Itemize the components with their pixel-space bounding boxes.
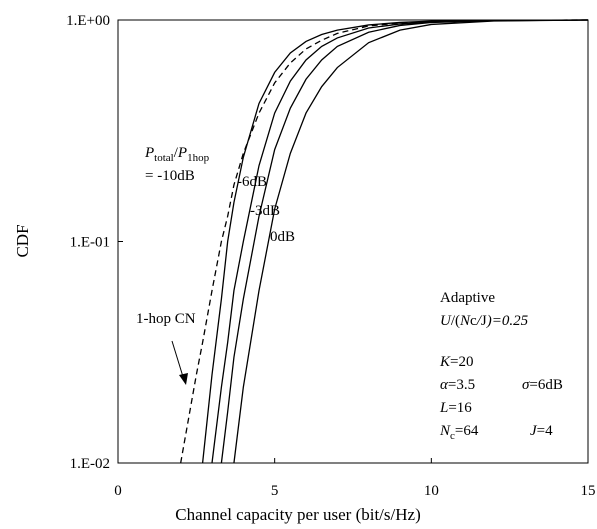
- annotation-part: =20: [450, 354, 473, 370]
- annotation-part: P: [177, 145, 187, 161]
- annotation: -6dB: [237, 174, 267, 190]
- annotation-part: =16: [448, 400, 472, 416]
- plot-frame: [117, 19, 589, 464]
- annotation: Nc=64: [439, 423, 479, 442]
- annotation-part: 1hop: [187, 152, 210, 164]
- series-line: [233, 19, 589, 464]
- annotation-part: N: [459, 313, 471, 329]
- annotation: α=3.5: [440, 377, 475, 393]
- x-tick-label: 10: [424, 483, 439, 499]
- annotation: 1-hop CN: [136, 311, 196, 327]
- annotation-part: L: [439, 400, 448, 416]
- annotation: = -10dB: [145, 168, 195, 184]
- annotation-part: α: [440, 377, 449, 393]
- annotation-part: J: [530, 423, 538, 439]
- annotation-part: /(: [451, 313, 460, 329]
- annotation-part: /: [174, 145, 179, 161]
- annotation-part: N: [439, 423, 451, 439]
- arrow-head: [179, 373, 188, 385]
- annotation-part: =4: [537, 423, 553, 439]
- annotation-part: 0dB: [270, 229, 295, 245]
- series-line: [201, 19, 589, 464]
- x-tick-label: 0: [114, 483, 122, 499]
- series-line: [211, 19, 589, 464]
- annotation-part: P: [144, 145, 154, 161]
- annotation: Adaptive: [440, 290, 495, 306]
- annotation: 0dB: [270, 229, 295, 245]
- annotation-part: 1-hop CN: [136, 311, 196, 327]
- annotation-part: c: [450, 430, 455, 442]
- annotation-part: total: [154, 152, 174, 164]
- y-axis-label: CDF: [13, 224, 32, 257]
- annotation-part: =3.5: [448, 377, 475, 393]
- annotation-part: /: [476, 313, 483, 329]
- annotation-part: K: [439, 354, 451, 370]
- annotation-part: -6dB: [237, 174, 267, 190]
- y-tick-label: 1.E-01: [70, 235, 110, 251]
- x-axis-label: Channel capacity per user (bit/s/Hz): [175, 505, 420, 524]
- annotation-part: =6dB: [529, 377, 562, 393]
- y-tick-label: 1.E-02: [70, 456, 110, 472]
- annotation-part: σ: [522, 377, 530, 393]
- annotation-part: c: [470, 313, 477, 329]
- annotation-part: U: [440, 313, 452, 329]
- x-tick-label: 15: [581, 483, 596, 499]
- annotation-part: -3dB: [250, 203, 280, 219]
- annotation: U/(Nc/J)=0.25: [440, 313, 529, 329]
- annotation: σ=6dB: [522, 377, 563, 393]
- series-line: [180, 19, 589, 464]
- x-tick-label: 5: [271, 483, 279, 499]
- annotation: -3dB: [250, 203, 280, 219]
- annotation: K=20: [439, 354, 473, 370]
- annotation-part: = -10dB: [145, 168, 195, 184]
- arrow-line: [171, 340, 185, 381]
- annotation: J=4: [530, 423, 553, 439]
- annotation-part: Adaptive: [440, 290, 495, 306]
- annotation-part: )=0.25: [486, 313, 529, 329]
- annotation-part: =64: [455, 423, 479, 439]
- series-line: [220, 19, 589, 464]
- y-tick-label: 1.E+00: [66, 13, 110, 29]
- annotation: L=16: [439, 400, 472, 416]
- annotation: Ptotal/P1hop: [144, 145, 210, 164]
- annotation-part: J: [481, 313, 487, 329]
